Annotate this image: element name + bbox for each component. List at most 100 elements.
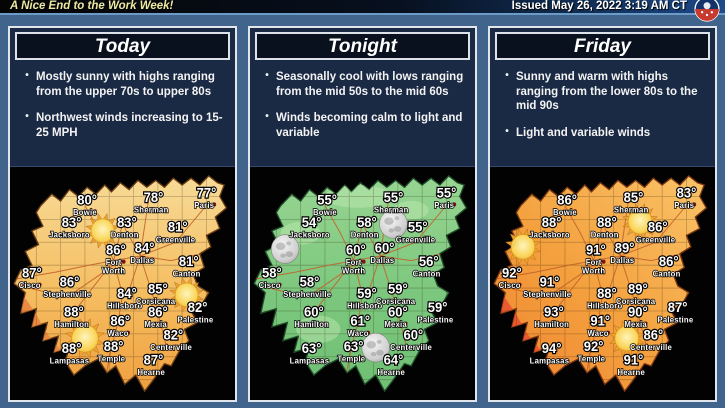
temp-label: 93°	[544, 304, 564, 319]
temp-label: 87°	[144, 352, 164, 367]
city-label: Hillsboro	[107, 302, 142, 311]
temp-label: 60°	[346, 242, 366, 257]
panel-title-box: Friday	[495, 32, 710, 60]
city-label: Bowie	[553, 208, 577, 217]
city-dot	[612, 303, 617, 308]
forecast-bullet: • Seasonally cool with lows ranging from …	[258, 70, 467, 99]
temp-label: 88°	[62, 341, 82, 356]
city-label: Lampasas	[50, 357, 90, 366]
forecast-panel: Tonight • Seasonally cool with lows rangi…	[248, 26, 477, 402]
city-label: Waco	[347, 329, 368, 338]
temp-label: 77°	[197, 185, 217, 200]
city-label: Centerville	[630, 343, 672, 352]
forecast-bullet: • Northwest winds increasing to 15-25 MPH	[18, 111, 227, 140]
bullet-marker: •	[505, 70, 509, 81]
city-label: Sherman	[134, 205, 169, 214]
city-dot	[643, 321, 648, 326]
city-label: Canton	[653, 270, 681, 279]
shade-patch	[296, 315, 341, 344]
temp-label: 60°	[304, 304, 324, 319]
city-dot	[92, 209, 97, 214]
forecast-bullet: • Light and variable winds	[498, 126, 707, 141]
city-dot	[419, 344, 424, 349]
city-dot	[126, 330, 131, 335]
temp-label: 89°	[615, 240, 635, 255]
city-dot	[159, 369, 164, 374]
hot-spot-patch	[494, 278, 552, 371]
temp-label: 59°	[428, 300, 448, 315]
city-label: Corsicana	[376, 297, 416, 306]
forecast-map-tonight: 55°Bowie55°Sherman55°Paris54°Jacksboro58…	[253, 174, 468, 393]
panel-title: Friday	[573, 35, 632, 57]
city-dot	[423, 236, 428, 241]
temp-label: 91°	[540, 274, 560, 289]
header-bar: A Nice End to the Work Week! Issued May …	[0, 0, 725, 22]
map-area: 55° Bowie 55° Sherman 55° Paris 54° Jacksboro 58…	[250, 166, 475, 400]
city-label: Jacksboro	[289, 231, 330, 240]
city-dot	[319, 321, 324, 326]
city-dot	[390, 257, 395, 262]
city-label: Dallas	[370, 256, 394, 265]
temp-label: 88°	[104, 339, 124, 354]
temp-label: 85°	[624, 190, 644, 205]
city-dot	[317, 232, 322, 237]
temp-label: 56°	[419, 254, 439, 269]
sun-icon	[505, 228, 541, 266]
sun-icon	[608, 319, 645, 358]
city-dot	[572, 209, 577, 214]
city-dot	[434, 271, 439, 276]
city-label: Mexia	[624, 320, 647, 329]
bullet-text: Northwest winds increasing to 15-25 MPH	[36, 112, 223, 140]
temp-label: 91°	[590, 313, 610, 328]
temp-label: 94°	[542, 341, 562, 356]
city-dot	[599, 355, 604, 360]
city-dot	[557, 358, 562, 363]
city-label: Paris	[674, 201, 694, 210]
city-dot	[601, 259, 606, 264]
city-label: Stephenville	[523, 290, 572, 299]
temp-label: 86°	[110, 313, 130, 328]
city-label: Hamilton	[54, 320, 89, 329]
city-dot	[399, 369, 404, 374]
city-label: Canton	[413, 270, 441, 279]
city-label: Fort Worth	[102, 258, 125, 275]
city-label: Stephenville	[283, 290, 332, 299]
city-label: Palestine	[177, 315, 213, 324]
temp-label: 58°	[262, 265, 282, 280]
city-dot	[643, 298, 648, 303]
panel-title: Today	[94, 35, 151, 57]
city-dot	[79, 321, 84, 326]
temp-label: 83°	[677, 185, 697, 200]
city-dot	[517, 282, 522, 287]
temp-label: 81°	[168, 220, 188, 235]
forecast-bullets: • Mostly sunny with highs ranging from th…	[10, 63, 235, 166]
temp-label: 86°	[648, 220, 668, 235]
temp-label: 86°	[659, 254, 679, 269]
city-dot	[315, 291, 320, 296]
city-label: Cisco	[499, 281, 521, 290]
city-dot	[557, 232, 562, 237]
temp-label: 88°	[597, 286, 617, 301]
map-area: 86° Bowie 85° Sherman 83° Paris 88° Jacksboro 88…	[490, 166, 715, 400]
city-label: Hamilton	[534, 320, 569, 329]
temp-label: 88°	[64, 304, 84, 319]
city-dot	[639, 207, 644, 212]
temp-label: 82°	[188, 300, 208, 315]
bullet-text: Winds becoming calm to light and variabl…	[276, 112, 463, 140]
city-dot	[203, 316, 208, 322]
bullet-marker: •	[265, 111, 269, 123]
city-dot	[399, 207, 404, 212]
bullet-marker: •	[25, 70, 29, 81]
temp-label: 58°	[300, 274, 320, 289]
city-label: Cisco	[259, 281, 281, 290]
city-dot	[163, 298, 168, 303]
city-label: Bowie	[73, 208, 97, 217]
city-label: Paris	[434, 201, 454, 210]
temp-label: 91°	[624, 352, 644, 367]
temp-label: 60°	[375, 240, 395, 255]
forecast-map-friday: 86°Bowie85°Sherman83°Paris88°Jacksboro88…	[493, 174, 708, 393]
city-dot	[159, 207, 164, 212]
city-dot	[403, 321, 408, 326]
temp-label: 89°	[628, 281, 648, 296]
city-label: Fort Worth	[582, 258, 605, 275]
